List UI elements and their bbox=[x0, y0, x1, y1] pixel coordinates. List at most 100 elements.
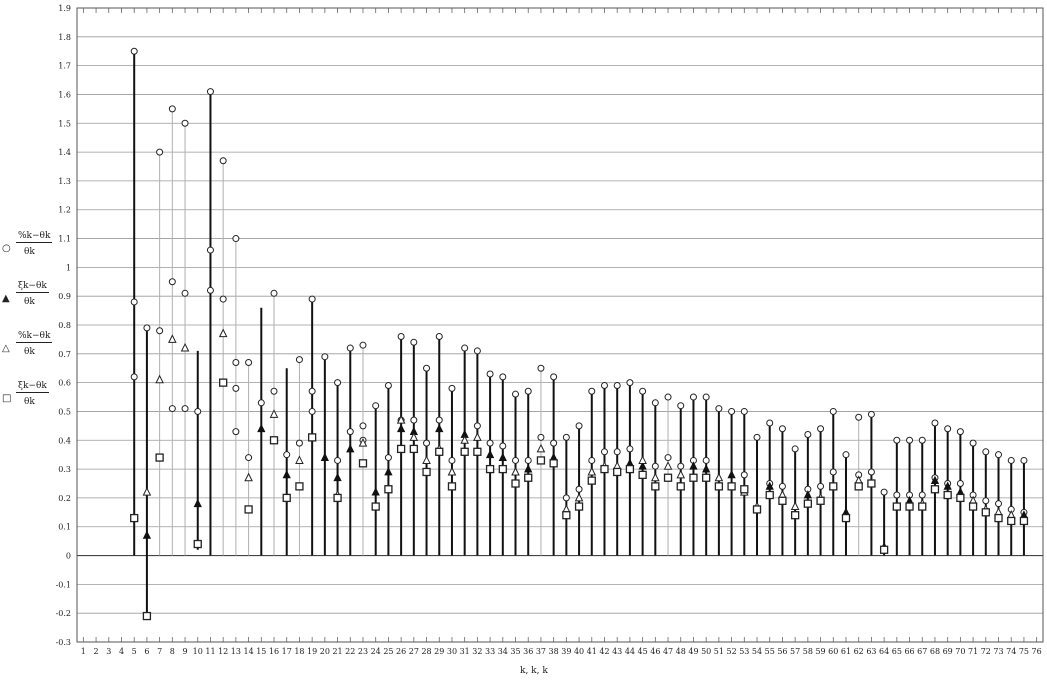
legend-denominator: θk bbox=[24, 397, 35, 407]
circle-marker bbox=[956, 428, 964, 436]
circle-marker bbox=[486, 439, 494, 447]
circle-marker bbox=[956, 480, 964, 487]
circle-marker bbox=[588, 387, 596, 395]
circle-marker bbox=[778, 425, 786, 433]
circle-marker bbox=[130, 373, 138, 381]
x-tick-label: 25 bbox=[383, 647, 393, 656]
circle-marker bbox=[613, 382, 621, 390]
square-marker bbox=[485, 464, 495, 474]
circle-marker bbox=[308, 387, 316, 395]
square-marker bbox=[574, 502, 584, 511]
filled-triangle-marker bbox=[689, 461, 698, 470]
open-triangle-marker bbox=[168, 334, 177, 343]
x-tick-label: 36 bbox=[523, 647, 533, 656]
x-tick-labels: 1 2 3 4 5 6 7 8 9 10 11 12 13 14 15 16 17 18 19 20 21 22 23 24 2… bbox=[81, 647, 1042, 656]
square-marker bbox=[295, 482, 304, 491]
circle-marker bbox=[664, 393, 672, 401]
y-tick-label: 0.4 bbox=[58, 436, 71, 445]
x-tick-label: 13 bbox=[231, 647, 241, 656]
square-marker bbox=[803, 499, 813, 508]
open-triangle-marker bbox=[142, 487, 152, 496]
x-tick-label: 12 bbox=[218, 647, 228, 656]
x-tick-label: 47 bbox=[663, 647, 673, 656]
square-marker bbox=[651, 482, 660, 491]
square-marker bbox=[829, 482, 838, 491]
circle-marker bbox=[372, 402, 380, 410]
y-tick-label: 0.7 bbox=[58, 350, 71, 359]
circle-marker bbox=[906, 436, 914, 444]
square-marker bbox=[816, 496, 825, 505]
legend-denominator: θk bbox=[24, 247, 35, 257]
markers bbox=[130, 47, 1029, 621]
x-tick-label: 52 bbox=[726, 647, 736, 656]
square-marker bbox=[879, 545, 889, 554]
filled-triangle-marker bbox=[396, 423, 406, 433]
circle-marker bbox=[410, 416, 418, 424]
y-tick-labels: 1.9 1.8 1.7 1.6 1.5 1.4 1.3 1.2 1.1 1 0.9 0.8 0.7 0.6… bbox=[56, 4, 71, 647]
circle-marker bbox=[448, 384, 456, 392]
y-tick-label: 0.5 bbox=[58, 407, 71, 416]
square-marker bbox=[676, 482, 685, 491]
filled-triangle-marker bbox=[727, 469, 736, 479]
x-tick-label: 75 bbox=[1019, 647, 1029, 656]
filled-triangle-marker bbox=[524, 464, 533, 473]
circle-marker bbox=[194, 407, 202, 415]
x-tick-label: 10 bbox=[193, 647, 203, 656]
open-triangle-marker bbox=[460, 435, 469, 444]
square-marker bbox=[447, 482, 457, 491]
legend-denominator: θk bbox=[24, 347, 35, 357]
circle-marker bbox=[639, 387, 647, 395]
square-marker bbox=[269, 436, 279, 445]
circle-marker bbox=[982, 497, 990, 505]
open-triangle-marker bbox=[536, 443, 546, 453]
circle-marker bbox=[512, 456, 520, 464]
square-marker bbox=[994, 513, 1003, 523]
circle-marker bbox=[232, 384, 240, 392]
circle-marker bbox=[512, 390, 520, 398]
x-tick-label: 55 bbox=[765, 647, 775, 656]
y-tick-label: 1.7 bbox=[58, 62, 71, 71]
circle-marker bbox=[156, 327, 164, 335]
circle-marker bbox=[181, 405, 189, 413]
filled-triangle-marker bbox=[498, 452, 507, 461]
circle-marker bbox=[384, 382, 392, 390]
circle-marker bbox=[740, 471, 748, 479]
open-triangle-marker bbox=[473, 432, 482, 441]
x-tick-label: 9 bbox=[182, 647, 187, 656]
circle-marker bbox=[893, 436, 901, 444]
x-tick-label: 34 bbox=[498, 647, 508, 656]
x-tick-label: 48 bbox=[676, 647, 686, 656]
legend-item-circle: ○ %k−θk θk bbox=[2, 225, 54, 275]
x-tick-label: 26 bbox=[396, 647, 406, 656]
x-tick-label: 6 bbox=[144, 647, 149, 656]
x-tick-label: 33 bbox=[485, 647, 495, 656]
open-triangle-marker bbox=[663, 461, 673, 470]
circle-marker bbox=[562, 494, 570, 502]
x-tick-label: 42 bbox=[599, 647, 609, 656]
circle-marker bbox=[130, 47, 138, 55]
x-tick-label: 24 bbox=[371, 647, 381, 656]
open-triangle-marker bbox=[574, 492, 584, 502]
square-marker bbox=[930, 485, 940, 494]
x-tick-label: 69 bbox=[943, 647, 953, 656]
open-triangle-marker bbox=[651, 472, 660, 482]
circle-marker bbox=[435, 333, 443, 341]
square-marker-icon: □ bbox=[2, 393, 12, 404]
circle-marker bbox=[664, 454, 672, 462]
x-tick-label: 17 bbox=[282, 647, 292, 656]
circle-marker bbox=[346, 428, 354, 436]
square-marker bbox=[384, 485, 393, 494]
x-tick-label: 35 bbox=[510, 647, 520, 656]
square-marker bbox=[498, 464, 507, 474]
circle-marker bbox=[689, 393, 697, 401]
square-marker bbox=[358, 459, 368, 468]
x-tick-label: 21 bbox=[332, 647, 342, 656]
circle-marker bbox=[817, 425, 825, 433]
square-marker bbox=[625, 464, 635, 474]
filled-triangle-marker bbox=[765, 481, 774, 490]
legend-item-filled-triangle: ▲ ξk−θk θk bbox=[2, 275, 54, 325]
x-tick-label: 14 bbox=[243, 647, 253, 656]
x-tick-label: 45 bbox=[638, 647, 648, 656]
circle-marker bbox=[461, 344, 469, 352]
circle-marker bbox=[626, 379, 634, 387]
